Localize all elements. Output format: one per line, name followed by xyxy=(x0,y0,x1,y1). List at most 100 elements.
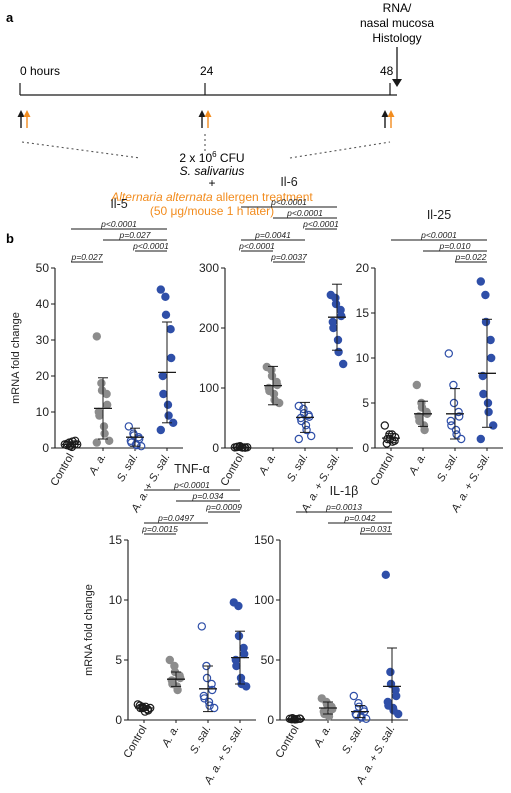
x-tick-label: Control xyxy=(48,452,76,489)
data-point xyxy=(92,332,102,341)
data-point xyxy=(451,425,461,435)
endpoint-label-line3: Histology xyxy=(372,31,421,45)
p-value-label: p<0.0001 xyxy=(302,219,339,229)
data-point xyxy=(476,277,485,286)
data-point xyxy=(334,347,343,357)
x-tick-label: Control xyxy=(273,724,301,761)
data-point xyxy=(333,335,343,345)
data-point xyxy=(412,380,421,390)
p-value-label: p=0.0015 xyxy=(141,524,178,534)
data-point xyxy=(386,667,395,677)
p-value-label: p<0.0001 xyxy=(132,241,169,251)
y-tick-label: 30 xyxy=(36,333,50,347)
chart-title: TNF-α xyxy=(174,462,210,476)
data-point xyxy=(132,440,141,450)
data-point xyxy=(301,421,311,430)
data-point xyxy=(354,702,364,712)
y-tick-label: 20 xyxy=(36,369,50,383)
timepoint-48-label: 48 xyxy=(380,64,394,78)
data-point xyxy=(175,673,185,683)
x-tick-label: Control xyxy=(368,452,396,489)
p-value-label: p=0.0013 xyxy=(325,502,362,512)
treatment-bracket-right xyxy=(289,141,391,159)
data-point xyxy=(337,311,346,321)
data-point xyxy=(204,697,214,707)
data-point xyxy=(239,649,249,659)
data-point xyxy=(197,622,206,631)
y-tick-label: 50 xyxy=(261,653,275,667)
data-point xyxy=(455,412,464,421)
x-tick-label: S. sal. xyxy=(285,452,311,484)
y-tick-label: 0 xyxy=(362,441,369,455)
data-point xyxy=(104,436,114,445)
data-point xyxy=(205,701,214,710)
y-tick-label: 40 xyxy=(36,297,50,311)
y-tick-label: 0 xyxy=(115,713,122,727)
data-point xyxy=(100,429,109,438)
data-point xyxy=(381,570,390,580)
x-tick-label: S. sal. xyxy=(340,724,366,756)
species-text: S. salivarius xyxy=(180,164,245,178)
data-point xyxy=(124,422,134,431)
data-point xyxy=(95,411,104,420)
y-tick-label: 200 xyxy=(199,321,219,335)
data-point xyxy=(165,655,174,665)
y-tick-label: 0 xyxy=(267,713,274,727)
data-point xyxy=(484,407,493,417)
endpoint-label-line1: RNA/ xyxy=(383,1,412,15)
p-value-label: p<0.0001 xyxy=(286,208,323,218)
data-point xyxy=(483,398,493,408)
timepoint-0-label: 0 hours xyxy=(20,64,60,78)
data-point xyxy=(209,703,219,713)
endpoint-arrowhead xyxy=(392,79,402,87)
y-tick-label: 10 xyxy=(109,593,123,607)
data-point xyxy=(476,434,485,444)
data-point xyxy=(156,285,165,294)
treatment-bracket-left xyxy=(21,141,141,159)
p-value-label: p=0.034 xyxy=(192,491,224,501)
data-point xyxy=(452,430,461,439)
x-tick-label: S. sal. xyxy=(188,724,214,756)
data-point xyxy=(394,709,403,719)
data-point xyxy=(173,685,182,695)
data-point xyxy=(202,673,212,683)
data-point xyxy=(486,335,495,345)
y-tick-label: 100 xyxy=(199,381,219,395)
p-value-label: p=0.022 xyxy=(455,252,487,262)
p-value-label: p<0.0001 xyxy=(270,197,307,207)
allergen-text: Alternaria alternata allergen treatment xyxy=(110,190,313,204)
data-point xyxy=(387,430,397,439)
data-point xyxy=(444,349,453,358)
y-tick-label: 15 xyxy=(109,533,123,547)
p-value-label: p=0.042 xyxy=(344,513,376,523)
p-value-label: p<0.0001 xyxy=(173,480,210,490)
data-point xyxy=(489,421,498,430)
data-point xyxy=(163,400,173,409)
timepoint-24-label: 24 xyxy=(200,64,214,78)
p-value-label: p=0.027 xyxy=(119,230,151,240)
y-tick-label: 10 xyxy=(356,351,370,365)
data-point xyxy=(294,434,303,444)
chart-title: Il-25 xyxy=(427,208,451,222)
data-point xyxy=(156,425,165,435)
dose-text: 2 x 106 CFU xyxy=(179,150,244,165)
x-tick-label: Control xyxy=(218,452,246,489)
p-value-label: p=0.0037 xyxy=(270,252,307,262)
x-tick-label: S. sal. xyxy=(115,452,141,484)
dose-arrows-48h xyxy=(381,110,395,128)
data-point xyxy=(380,421,389,430)
data-point xyxy=(382,439,391,448)
data-point xyxy=(267,371,277,381)
y-tick-label: 20 xyxy=(356,261,370,275)
chart-3: 0 5 10 15 mRNA fold change TNF-α Control A. a. S… xyxy=(83,462,256,787)
x-tick-label: A. a. xyxy=(86,452,108,478)
data-point xyxy=(302,425,311,435)
data-point xyxy=(449,398,459,408)
data-point xyxy=(307,431,316,441)
data-point xyxy=(481,317,491,327)
y-axis-label: mRNA fold change xyxy=(10,312,22,404)
